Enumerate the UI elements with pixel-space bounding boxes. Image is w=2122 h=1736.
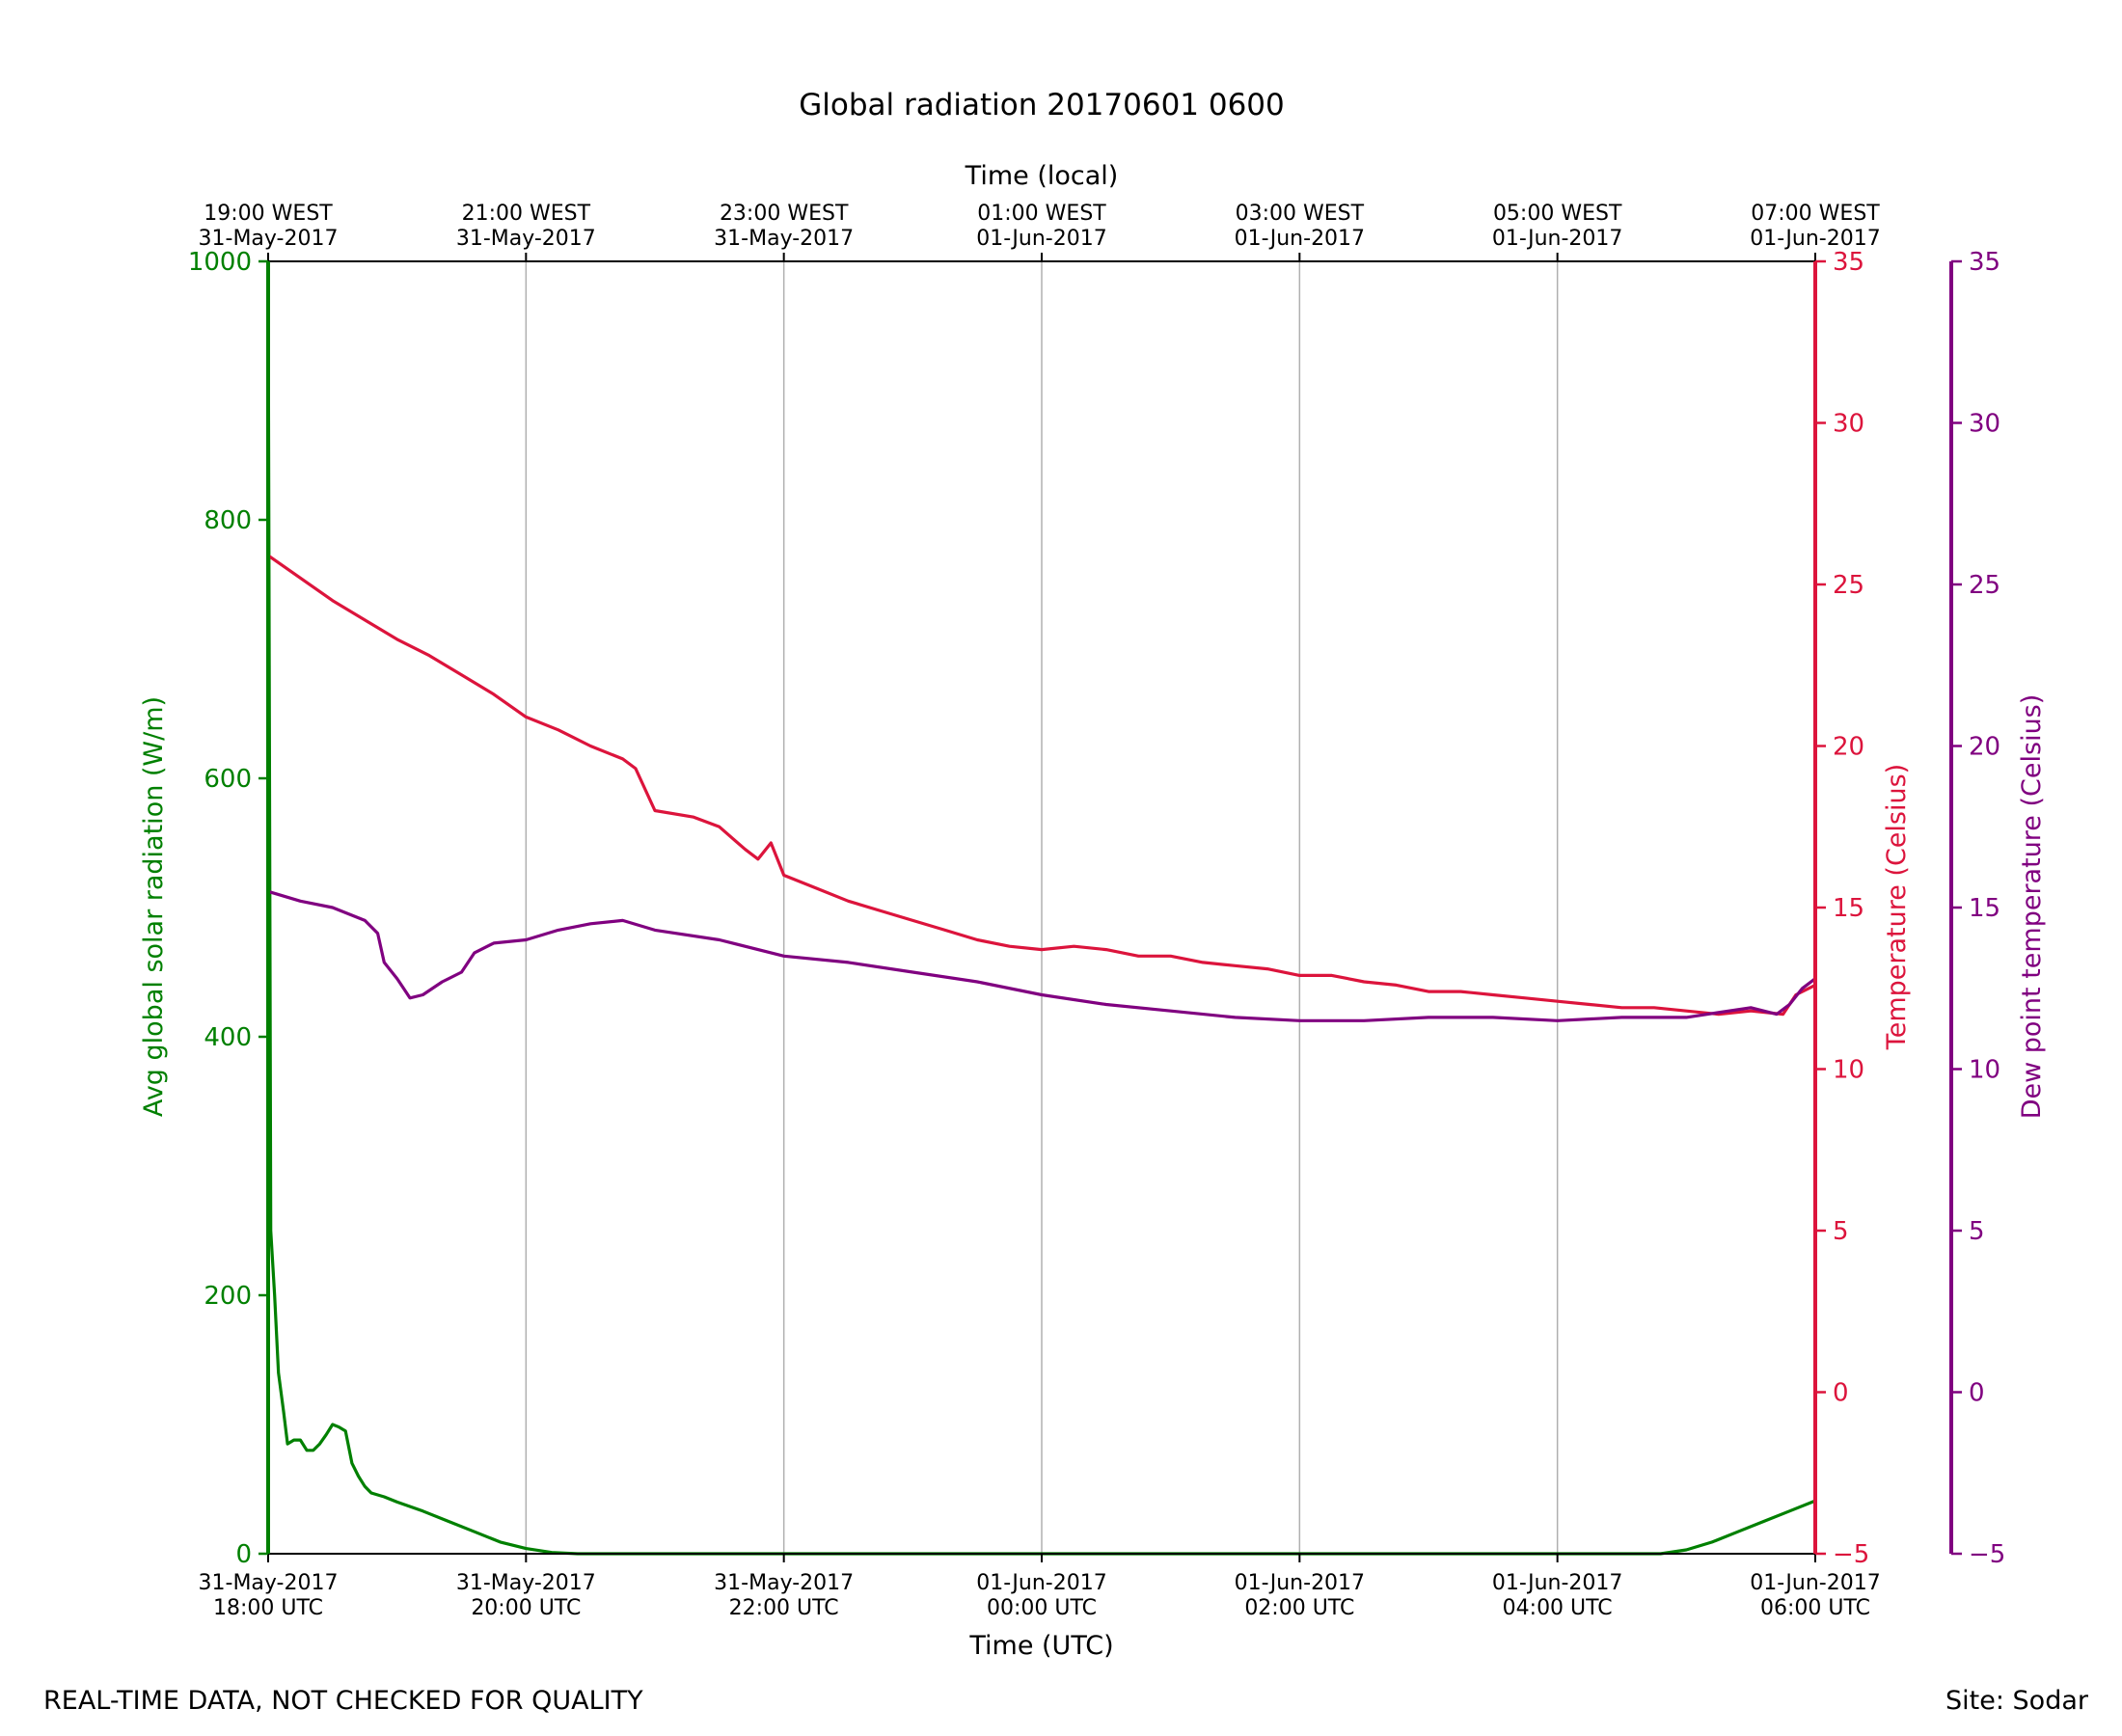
left-tick-label: 400 bbox=[204, 1023, 252, 1052]
bottom-tick-label-date: 01-Jun-2017 bbox=[1750, 1571, 1880, 1595]
bottom-tick-label-date: 31-May-2017 bbox=[456, 1571, 596, 1595]
temperature-tick-label: 25 bbox=[1833, 571, 1864, 600]
dewpoint-tick-label: 15 bbox=[1969, 894, 2000, 923]
top-tick-label-date: 31-May-2017 bbox=[714, 227, 854, 251]
temperature-tick-label: 35 bbox=[1833, 248, 1864, 277]
dewpoint-tick-label: 25 bbox=[1969, 571, 2000, 600]
left-axis-label: Avg global solar radiation (W/m) bbox=[139, 696, 169, 1117]
top-tick-label-time: 03:00 WEST bbox=[1236, 202, 1365, 226]
dewpoint-tick-label: 30 bbox=[1969, 410, 2000, 439]
temperature-tick-label: 10 bbox=[1833, 1056, 1864, 1085]
top-tick-label-date: 01-Jun-2017 bbox=[976, 227, 1106, 251]
temperature-tick-label: −5 bbox=[1833, 1540, 1869, 1569]
bottom-tick-label-date: 01-Jun-2017 bbox=[1492, 1571, 1622, 1595]
dewpoint-tick-label: 10 bbox=[1969, 1056, 2000, 1085]
temperature-tick-label: 30 bbox=[1833, 410, 1864, 439]
dewpoint-tick-label: 0 bbox=[1969, 1379, 1985, 1408]
temperature-tick-label: 15 bbox=[1833, 894, 1864, 923]
dewpoint-tick-label: 20 bbox=[1969, 733, 2000, 762]
top-tick-label-time: 05:00 WEST bbox=[1493, 202, 1622, 226]
temperature-tick-label: 0 bbox=[1833, 1379, 1849, 1408]
temperature-tick-label: 20 bbox=[1833, 733, 1864, 762]
bottom-tick-label-date: 01-Jun-2017 bbox=[1235, 1571, 1365, 1595]
axes bbox=[258, 253, 1962, 1562]
dewpoint-tick-label: −5 bbox=[1969, 1540, 2005, 1569]
top-tick-label-date: 01-Jun-2017 bbox=[1492, 227, 1622, 251]
series-line-right2 bbox=[266, 889, 1817, 1022]
bottom-tick-label-date: 31-May-2017 bbox=[199, 1571, 339, 1595]
series-line-right1 bbox=[266, 554, 1817, 1017]
top-tick-label-time: 19:00 WEST bbox=[204, 202, 333, 226]
bottom-tick-label-time: 22:00 UTC bbox=[729, 1596, 839, 1620]
temperature-axis-label: Temperature (Celsius) bbox=[1882, 764, 1912, 1050]
dewpoint-axis-label: Dew point temperature (Celsius) bbox=[2017, 694, 2047, 1120]
dewpoint-tick-label: 5 bbox=[1969, 1217, 1985, 1246]
top-tick-label-date: 01-Jun-2017 bbox=[1235, 227, 1365, 251]
bottom-tick-label-date: 01-Jun-2017 bbox=[976, 1571, 1106, 1595]
temperature-tick-label: 5 bbox=[1833, 1217, 1849, 1246]
bottom-tick-label-time: 02:00 UTC bbox=[1244, 1596, 1354, 1620]
bottom-tick-label-time: 06:00 UTC bbox=[1760, 1596, 1870, 1620]
left-tick-label: 0 bbox=[235, 1540, 252, 1569]
left-tick-label: 800 bbox=[204, 506, 252, 535]
chart-title: Global radiation 20170601 0600 bbox=[799, 88, 1285, 122]
bottom-tick-label-date: 31-May-2017 bbox=[714, 1571, 854, 1595]
top-tick-label-time: 23:00 WEST bbox=[720, 202, 849, 226]
bottom-tick-label-time: 20:00 UTC bbox=[471, 1596, 581, 1620]
left-tick-label: 200 bbox=[204, 1282, 252, 1311]
top-tick-label-date: 31-May-2017 bbox=[199, 227, 339, 251]
bottom-tick-label-time: 00:00 UTC bbox=[987, 1596, 1097, 1620]
grid bbox=[525, 261, 1559, 1554]
left-tick-label: 600 bbox=[204, 765, 252, 794]
bottom-tick-label-time: 04:00 UTC bbox=[1503, 1596, 1613, 1620]
top-tick-label-time: 21:00 WEST bbox=[462, 202, 591, 226]
top-axis-title: Time (local) bbox=[965, 161, 1119, 191]
left-tick-label: 1000 bbox=[188, 248, 252, 277]
site-label: Site: Sodar bbox=[1945, 1686, 2088, 1716]
quality-disclaimer: REAL-TIME DATA, NOT CHECKED FOR QUALITY bbox=[43, 1686, 643, 1716]
dewpoint-tick-label: 35 bbox=[1969, 248, 2000, 277]
bottom-axis-title: Time (UTC) bbox=[968, 1631, 1113, 1661]
bottom-tick-label-time: 18:00 UTC bbox=[213, 1596, 323, 1620]
top-tick-label-date: 31-May-2017 bbox=[456, 227, 596, 251]
top-tick-label-time: 07:00 WEST bbox=[1751, 202, 1880, 226]
top-tick-label-date: 01-Jun-2017 bbox=[1750, 227, 1880, 251]
top-tick-label-time: 01:00 WEST bbox=[977, 202, 1106, 226]
